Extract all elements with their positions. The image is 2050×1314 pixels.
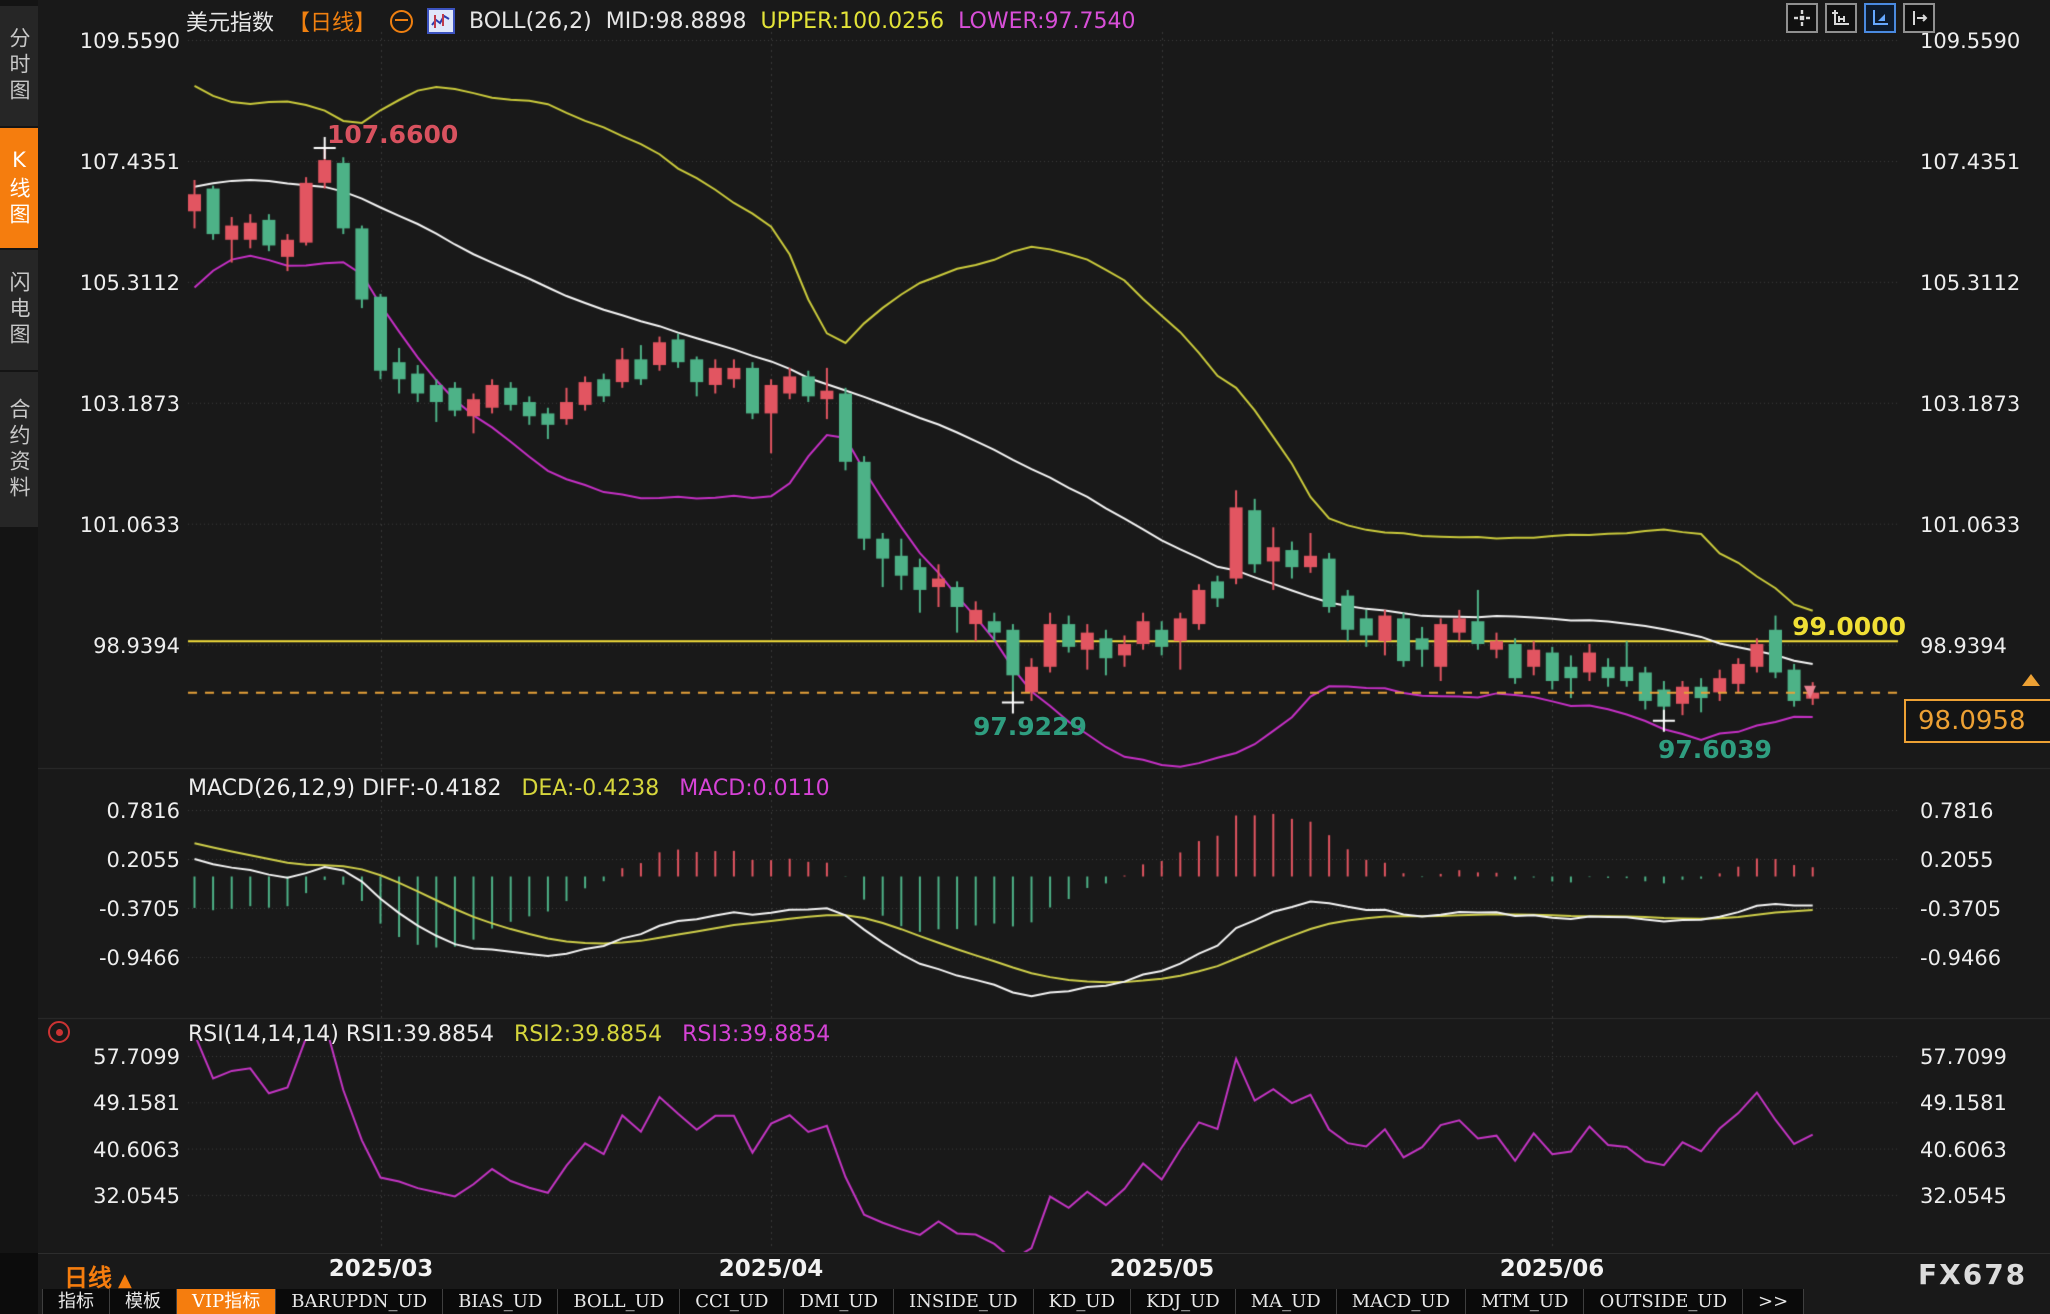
price-axis-left-tick: 107.4351 bbox=[79, 150, 180, 174]
indicator-tab-bar: 指标 模板 VIP指标 BARUPDN_UD BIAS_UD BOLL_UD C… bbox=[42, 1289, 1805, 1314]
price-axis-right-tick: 103.1873 bbox=[1920, 392, 2021, 416]
tab-mtm-ud[interactable]: MTM_UD bbox=[1465, 1289, 1585, 1314]
rsi-axis-right-tick: 32.0545 bbox=[1920, 1184, 2007, 1208]
move-tool-icon[interactable] bbox=[1786, 3, 1818, 33]
rsi-title: RSI(14,14,14) RSI1:39.8854 bbox=[188, 1022, 494, 1047]
macd-axis-right-tick: -0.3705 bbox=[1920, 897, 2002, 921]
boll-label: BOLL(26,2) bbox=[469, 8, 592, 34]
tab-indicators[interactable]: 指标 bbox=[42, 1289, 110, 1314]
swing-low-label: 97.6039 bbox=[1658, 735, 1772, 764]
price-axis-right-tick: 98.9394 bbox=[1920, 634, 2007, 658]
swing-high-label: 107.6600 bbox=[327, 120, 459, 149]
x-axis-month-label: 2025/06 bbox=[1499, 1256, 1605, 1282]
macd-axis-right-tick: -0.9466 bbox=[1920, 946, 2002, 970]
chart-header: 美元指数 【日线】 BOLL(26,2) MID:98.8898 UPPER:1… bbox=[186, 5, 1136, 37]
tab-templates[interactable]: 模板 bbox=[110, 1289, 177, 1314]
tab-ma-ud[interactable]: MA_UD bbox=[1235, 1289, 1337, 1314]
period-up-arrow-icon: ▲ bbox=[118, 1270, 132, 1291]
axis-scale-tool-icon[interactable] bbox=[1825, 3, 1857, 33]
tab-boll-ud[interactable]: BOLL_UD bbox=[558, 1289, 681, 1314]
x-axis-month-label: 2025/04 bbox=[718, 1256, 824, 1282]
axis-play-tool-icon[interactable] bbox=[1864, 3, 1896, 33]
period-selector[interactable]: 日线 ▲ bbox=[64, 1258, 132, 1293]
price-axis-left-tick: 98.9394 bbox=[93, 634, 180, 658]
tab-kd-ud[interactable]: KD_UD bbox=[1033, 1289, 1131, 1314]
price-axis-right-tick: 107.4351 bbox=[1920, 150, 2021, 174]
rsi-axis-right-tick: 49.1581 bbox=[1920, 1091, 2007, 1115]
candlestick-mini-icon[interactable] bbox=[427, 8, 456, 34]
bottom-divider bbox=[38, 1253, 2050, 1254]
x-axis-month-label: 2025/03 bbox=[328, 1256, 434, 1282]
sidebar-bottom-corner bbox=[0, 1253, 38, 1314]
tab-inside-ud[interactable]: INSIDE_UD bbox=[894, 1289, 1034, 1314]
rsi-axis-right-tick: 57.7099 bbox=[1920, 1045, 2007, 1069]
macd-axis-right-tick: 0.7816 bbox=[1920, 799, 1994, 823]
swing-low-label: 97.9229 bbox=[973, 712, 1087, 741]
macd-axis-left-tick: -0.3705 bbox=[98, 897, 180, 921]
tab-more[interactable]: >> bbox=[1743, 1289, 1805, 1314]
macd-axis-left-tick: 0.2055 bbox=[106, 848, 180, 872]
price-axis-left-tick: 109.5590 bbox=[79, 29, 180, 53]
current-price-arrow-icon bbox=[2022, 674, 2040, 686]
price-axis-left-tick: 103.1873 bbox=[79, 392, 180, 416]
macd-header: MACD(26,12,9) DIFF:-0.4182 DEA:-0.4238 M… bbox=[188, 776, 830, 801]
tab-dmi-ud[interactable]: DMI_UD bbox=[784, 1289, 895, 1314]
boll-upper-value: UPPER:100.0256 bbox=[760, 8, 945, 34]
rsi3-value: RSI3:39.8854 bbox=[682, 1022, 831, 1047]
tab-bias-ud[interactable]: BIAS_UD bbox=[443, 1289, 559, 1314]
macd-axis-left-tick: 0.7816 bbox=[106, 799, 180, 823]
sidebar-item-contract-info[interactable]: 合约资料 bbox=[0, 372, 38, 527]
tab-macd-ud[interactable]: MACD_UD bbox=[1336, 1289, 1466, 1314]
brand-watermark: FX678 bbox=[1918, 1258, 2028, 1291]
rsi-axis-left-tick: 49.1581 bbox=[93, 1091, 180, 1115]
hot-indicator-icon[interactable] bbox=[48, 1021, 70, 1043]
macd-axis-left-tick: -0.9466 bbox=[98, 946, 180, 970]
price-axis-right-tick: 105.3112 bbox=[1920, 271, 2021, 295]
macd-bar-value: MACD:0.0110 bbox=[679, 776, 830, 801]
macd-title: MACD(26,12,9) DIFF:-0.4182 bbox=[188, 776, 502, 801]
shift-axis-tool-icon[interactable] bbox=[1903, 3, 1935, 33]
current-price-box[interactable]: 98.0958 bbox=[1904, 699, 2050, 743]
sidebar-item-lightning-chart[interactable]: 闪电图 bbox=[0, 250, 38, 370]
rsi-axis-left-tick: 32.0545 bbox=[93, 1184, 180, 1208]
rsi-header: RSI(14,14,14) RSI1:39.8854 RSI2:39.8854 … bbox=[188, 1022, 830, 1047]
price-axis-right-tick: 109.5590 bbox=[1920, 29, 2021, 53]
x-axis-month-label: 2025/05 bbox=[1109, 1256, 1215, 1282]
macd-dea-value: DEA:-0.4238 bbox=[521, 776, 660, 801]
price-axis-right-tick: 101.0633 bbox=[1920, 513, 2021, 537]
period-label: 日线 bbox=[64, 1264, 112, 1292]
symbol-title: 美元指数 bbox=[186, 11, 275, 36]
price-axis-left-tick: 101.0633 bbox=[79, 513, 180, 537]
tab-outside-ud[interactable]: OUTSIDE_UD bbox=[1584, 1289, 1743, 1314]
boll-mid-value: MID:98.8898 bbox=[605, 8, 747, 34]
rsi-axis-right-tick: 40.6063 bbox=[1920, 1138, 2007, 1162]
macd-axis-right-tick: 0.2055 bbox=[1920, 848, 1994, 872]
rsi-axis-left-tick: 40.6063 bbox=[93, 1138, 180, 1162]
boll-lower-value: LOWER:97.7540 bbox=[958, 8, 1136, 34]
chart-toolbar bbox=[1786, 3, 1935, 33]
sidebar-item-kline-chart[interactable]: K线图 bbox=[0, 128, 38, 248]
resistance-line-label: 99.0000 bbox=[1792, 612, 1906, 641]
left-sidebar: 分时图 K线图 闪电图 合约资料 bbox=[0, 0, 38, 1314]
period-tag[interactable]: 【日线】 bbox=[288, 11, 377, 36]
tab-kdj-ud[interactable]: KDJ_UD bbox=[1131, 1289, 1236, 1314]
price-axis-left-tick: 105.3112 bbox=[79, 271, 180, 295]
tab-barupdn-ud[interactable]: BARUPDN_UD bbox=[276, 1289, 444, 1314]
circle-menu-icon[interactable] bbox=[390, 9, 414, 33]
tab-cci-ud[interactable]: CCI_UD bbox=[680, 1289, 785, 1314]
rsi2-value: RSI2:39.8854 bbox=[514, 1022, 663, 1047]
rsi-axis-left-tick: 57.7099 bbox=[93, 1045, 180, 1069]
sidebar-item-timeline-chart[interactable]: 分时图 bbox=[0, 6, 38, 126]
tab-vip-indicators[interactable]: VIP指标 bbox=[177, 1289, 277, 1314]
